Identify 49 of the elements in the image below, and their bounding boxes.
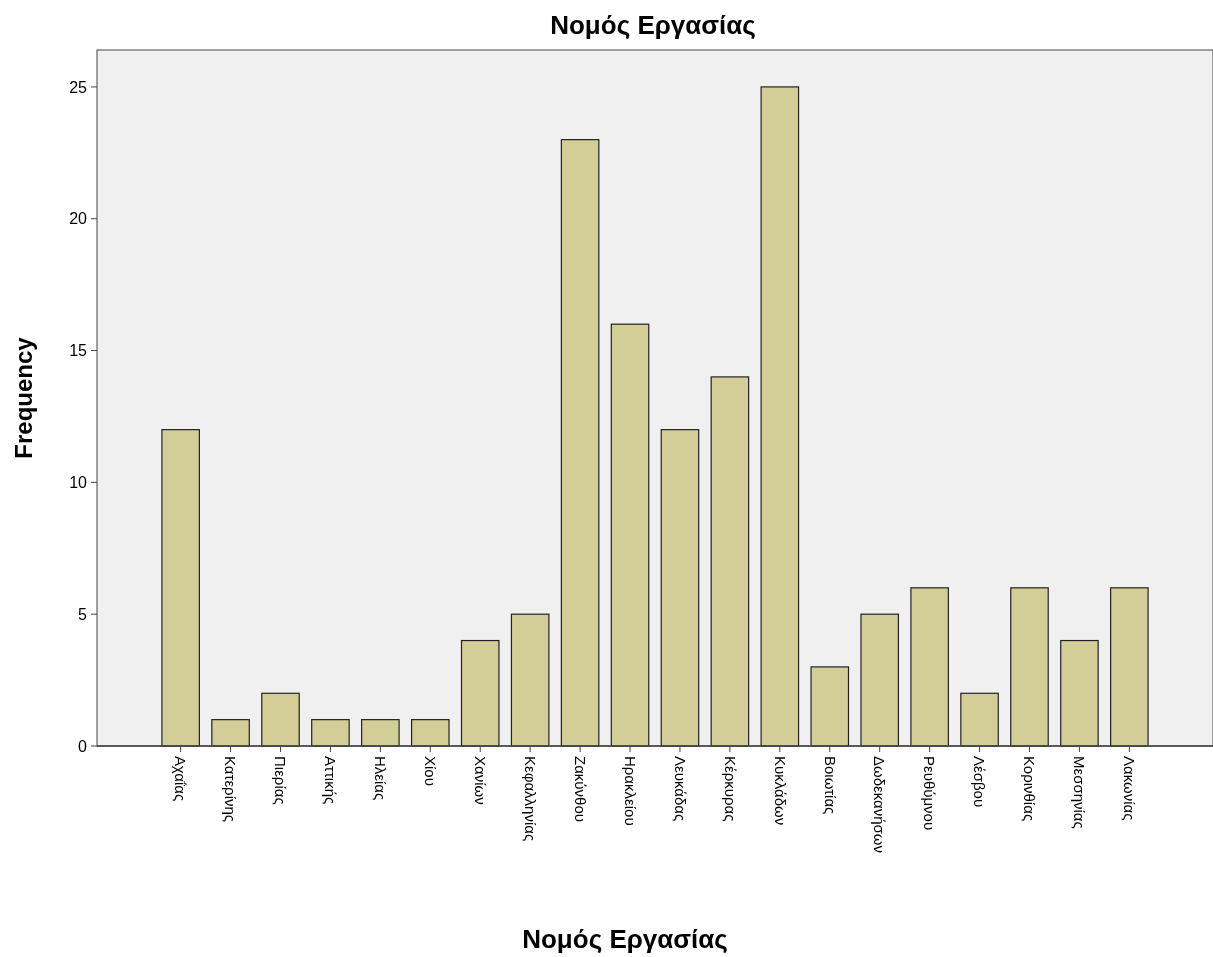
bar bbox=[960, 692, 999, 747]
x-tick-label: Λευκάδας bbox=[671, 756, 689, 822]
bar bbox=[361, 719, 400, 747]
bar bbox=[410, 719, 450, 747]
bar bbox=[860, 613, 900, 747]
x-tick-label: Λέσβου bbox=[971, 756, 989, 808]
y-tick-label: 25 bbox=[69, 78, 88, 96]
x-tick-label: Λακωνίας bbox=[1121, 756, 1139, 821]
bar bbox=[211, 719, 250, 747]
bar bbox=[161, 429, 200, 747]
x-axis-title: Νομός Εργασίας bbox=[522, 924, 728, 954]
bar bbox=[810, 666, 850, 747]
x-tick-label: Αχαΐας bbox=[172, 756, 190, 802]
bar bbox=[760, 86, 800, 747]
bar bbox=[261, 692, 300, 747]
bar bbox=[1110, 587, 1149, 747]
x-tick-label: Ηρακλείου bbox=[621, 756, 639, 826]
x-tick-label: Χανίων bbox=[471, 756, 489, 805]
x-tick-label: Κατερίνης bbox=[222, 756, 240, 823]
bar bbox=[1060, 639, 1099, 747]
x-tick-label: Κορινθίας bbox=[1021, 756, 1039, 822]
x-tick-label: Κεφαλληνίας bbox=[521, 756, 539, 842]
bar bbox=[311, 719, 350, 747]
bar bbox=[560, 139, 600, 747]
bar bbox=[910, 587, 949, 747]
y-tick-label: 20 bbox=[69, 210, 88, 228]
x-tick-label: Ρευθύμνου bbox=[921, 756, 939, 831]
y-tick-label: 0 bbox=[78, 737, 88, 755]
x-tick-label: Ηλείας bbox=[372, 756, 390, 801]
bar bbox=[610, 323, 650, 747]
y-axis-title: Frequency bbox=[10, 336, 37, 459]
y-tick-label: 10 bbox=[69, 473, 88, 491]
x-tick-label: Κέρκυρας bbox=[721, 756, 739, 822]
bar bbox=[710, 376, 750, 747]
bar bbox=[510, 613, 550, 747]
x-tick-label: Αττικής bbox=[322, 756, 340, 805]
x-tick-label: Πιερίας bbox=[272, 756, 290, 805]
x-tick-label: Μεσσηνίας bbox=[1071, 756, 1089, 829]
y-tick-label: 15 bbox=[69, 342, 88, 360]
x-tick-label: Βοιωτίας bbox=[821, 756, 839, 815]
x-tick-label: Κυκλάδων bbox=[771, 756, 789, 826]
bar bbox=[460, 639, 500, 747]
bar bbox=[660, 429, 700, 747]
y-tick-label: 5 bbox=[78, 605, 88, 623]
chart-title: Νομός Εργασίας bbox=[550, 10, 756, 40]
x-tick-label: Χίου bbox=[422, 756, 440, 786]
bar bbox=[1010, 587, 1049, 747]
x-tick-label: Δωδεκανήσων bbox=[871, 756, 889, 854]
x-tick-label: Ζακύνθου bbox=[571, 756, 589, 822]
